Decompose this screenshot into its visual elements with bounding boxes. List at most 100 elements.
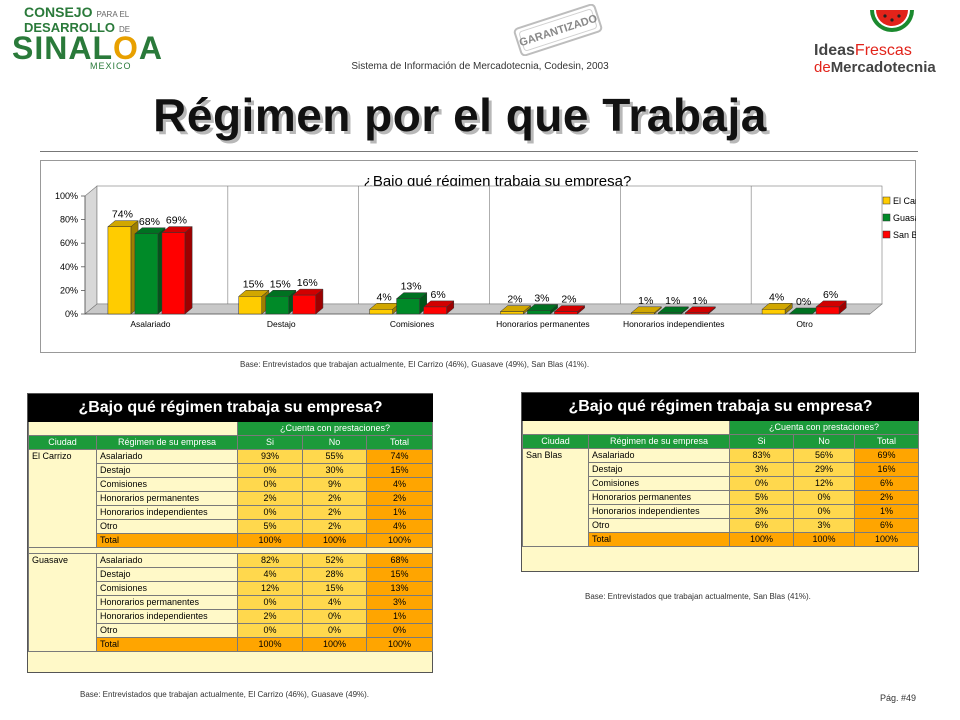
table-si-cell: 0% <box>237 595 303 610</box>
table-right: ¿Bajo qué régimen trabaja su empresa? ¿Cu… <box>522 393 919 547</box>
bar-value-label: 2% <box>561 294 576 306</box>
table-no-cell: 4% <box>302 595 367 610</box>
table-row: Otro 5% 2% 4% <box>29 519 433 534</box>
table-no-cell: 2% <box>302 491 367 506</box>
bar-value-label: 15% <box>243 278 264 290</box>
table-total-cell: 74% <box>366 449 433 464</box>
table-row: Honorarios independientes 2% 0% 1% <box>29 609 433 624</box>
table-column-header: Si <box>729 434 794 449</box>
x-category-label: Destajo <box>267 319 296 329</box>
legend-swatch <box>882 230 891 239</box>
table-regime-cell: Otro <box>588 518 730 533</box>
table-si-cell: 0% <box>237 477 303 492</box>
bar-value-label: 6% <box>430 289 445 301</box>
table-si-cell: 0% <box>729 476 794 491</box>
bar <box>369 309 393 315</box>
bar <box>658 312 682 315</box>
table-row: Honorarios independientes 3% 0% 1% <box>523 504 919 519</box>
bar-value-label: 16% <box>297 277 318 289</box>
bar-value-label: 3% <box>534 292 549 304</box>
table-regime-cell: Honorarios permanentes <box>96 491 238 506</box>
table-row: El Carrizo Asalariado 93% 55% 74% <box>28 449 433 548</box>
table-total-cell: 4% <box>366 477 433 492</box>
table-regime-cell: Total <box>588 532 730 547</box>
table-city-cell: Guasave <box>28 553 97 652</box>
table-column-header: Régimen de su empresa <box>96 435 238 450</box>
table-total-cell: 68% <box>366 553 433 568</box>
table-total-cell: 15% <box>366 567 433 582</box>
table-total-cell: 6% <box>854 476 919 491</box>
table-total-cell: 15% <box>366 463 433 478</box>
table-header-spacer <box>522 420 730 435</box>
table-regime-cell: Comisiones <box>96 477 238 492</box>
bar <box>554 311 578 315</box>
table-no-cell: 9% <box>302 477 367 492</box>
chart-side-wall <box>84 185 98 315</box>
table-column-header: Si <box>237 435 303 450</box>
brand-mercadotecnia: Mercadotecnia <box>830 59 936 76</box>
table-no-cell: 0% <box>302 609 367 624</box>
bar <box>161 232 186 315</box>
y-tick-label: 40% <box>60 262 78 272</box>
table-no-cell: 2% <box>302 505 367 520</box>
table-total-cell: 2% <box>854 490 919 505</box>
table-no-cell: 29% <box>793 462 855 477</box>
bar-side <box>184 226 193 315</box>
table-si-cell: 93% <box>237 449 303 464</box>
table-no-cell: 28% <box>302 567 367 582</box>
table-no-cell: 15% <box>302 581 367 596</box>
logo-word-desarrollo: DESARROLLO <box>24 20 115 35</box>
brand-ideas: Ideas <box>814 42 855 59</box>
table-row: Comisiones 12% 15% 13% <box>29 581 433 596</box>
table-si-cell: 5% <box>729 490 794 505</box>
table-si-cell: 5% <box>237 519 303 534</box>
table-title-row: ¿Bajo qué régimen trabaja su empresa? <box>522 393 919 421</box>
bar-value-label: 4% <box>769 291 784 303</box>
table-total-row: Total 100% 100% 100% <box>29 637 433 652</box>
table-si-cell: 100% <box>237 533 303 548</box>
table-subheader-row: ¿Cuenta con prestaciones? <box>28 421 433 436</box>
bar-chart: ¿Bajo qué régimen trabaja su empresa?0%2… <box>55 173 916 329</box>
x-category-label: Otro <box>796 319 813 329</box>
table-si-cell: 3% <box>729 504 794 519</box>
legend-label: El Carrizo <box>893 196 916 206</box>
table-regime-cell: Destajo <box>96 463 238 478</box>
table-regime-cell: Otro <box>96 623 238 638</box>
table-regime-cell: Asalariado <box>96 553 238 568</box>
table-si-cell: 12% <box>237 581 303 596</box>
bar-value-label: 1% <box>638 295 653 307</box>
legend-swatch <box>882 213 891 222</box>
x-category-label: Honorarios independientes <box>623 319 725 329</box>
table-regime-cell: Destajo <box>588 462 730 477</box>
bar <box>631 312 655 315</box>
bar <box>107 226 132 315</box>
table-si-cell: 100% <box>237 637 303 652</box>
table-row: Otro 0% 0% 0% <box>29 623 433 638</box>
bar <box>423 306 447 315</box>
table-left-base-note: Base: Entrevistados que trabajan actualm… <box>80 690 370 699</box>
table-si-cell: 3% <box>729 462 794 477</box>
logo-word-a: A <box>138 30 163 66</box>
table-regime-cell: Asalariado <box>588 448 730 463</box>
logo-word-de: DE <box>119 25 131 34</box>
table-left-panel: ¿Bajo qué régimen trabaja su empresa? ¿Cu… <box>27 393 433 673</box>
table-regime-cell: Honorarios independientes <box>96 609 238 624</box>
table-no-cell: 0% <box>302 623 367 638</box>
chart-base-note: Base: Entrevistados que trabajan actualm… <box>240 360 590 369</box>
table-regime-cell: Honorarios independientes <box>588 504 730 519</box>
table-total-cell: 100% <box>854 532 919 547</box>
table-regime-cell: Honorarios permanentes <box>96 595 238 610</box>
x-category-label: Comisiones <box>390 319 434 329</box>
table-no-cell: 12% <box>793 476 855 491</box>
table-no-cell: 100% <box>793 532 855 547</box>
table-regime-cell: Comisiones <box>588 476 730 491</box>
table-regime-cell: Destajo <box>96 567 238 582</box>
table-row: Destajo 3% 29% 16% <box>523 462 919 477</box>
table-total-cell: 13% <box>366 581 433 596</box>
table-no-cell: 52% <box>302 553 367 568</box>
logo-word-mexico: MEXICO <box>90 61 132 71</box>
table-row: Comisiones 0% 12% 6% <box>523 476 919 491</box>
table-right-base-note: Base: Entrevistados que trabajan actualm… <box>585 592 811 601</box>
table-total-cell: 69% <box>854 448 919 463</box>
bar-value-label: 13% <box>401 281 422 293</box>
